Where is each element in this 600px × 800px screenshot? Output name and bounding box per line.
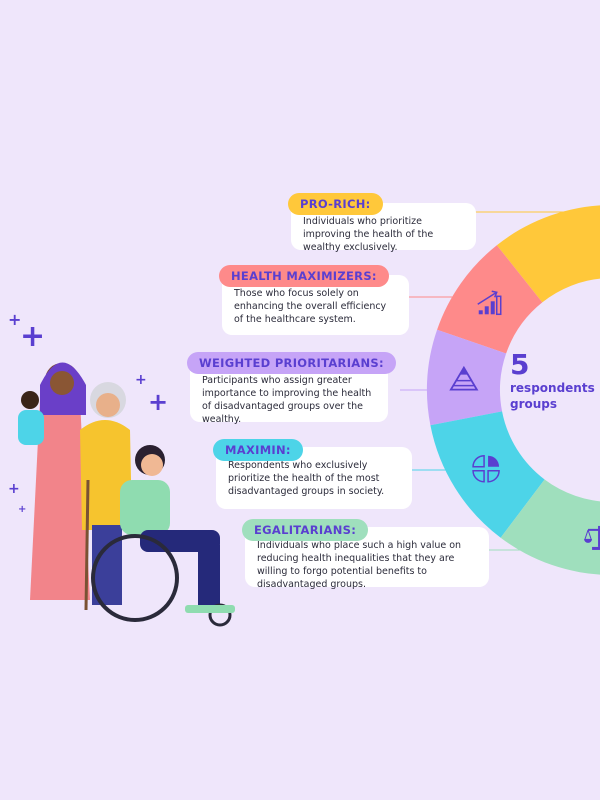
egalitarians-tag: EGALITARIANS: <box>242 519 369 541</box>
count-label-line1: respondents <box>510 381 595 395</box>
ring-segment-1 <box>437 245 543 354</box>
description: Those who focus solely on enhancing the … <box>234 288 387 325</box>
ring-segment-0 <box>496 205 600 303</box>
plus-decoration: + <box>8 310 22 329</box>
people-illustration <box>18 362 235 627</box>
description: Participants who assign greater importan… <box>202 375 372 425</box>
description: Individuals who prioritize improving the… <box>303 216 434 253</box>
count-label-line2: groups <box>510 397 558 411</box>
plus-decoration: + <box>148 388 169 416</box>
ring-segment-4 <box>500 479 600 575</box>
health-maximizers-tag: HEALTH MAXIMIZERS: <box>219 265 389 287</box>
description: Respondents who exclusively prioritize t… <box>228 460 385 497</box>
pro-rich-card: Individuals who prioritize improving the… <box>291 203 476 253</box>
scales-icon <box>584 525 600 550</box>
pro-rich-tag: PRO-RICH: <box>288 193 383 215</box>
plus-decoration: + <box>18 504 27 515</box>
plus-decoration: + <box>20 319 46 354</box>
maximin-tag: MAXIMIN: <box>213 439 303 461</box>
pie-chart-icon <box>472 454 500 483</box>
plus-decoration: + <box>135 372 147 388</box>
description: Individuals who place such a high value … <box>257 540 462 590</box>
pyramid-icon <box>449 365 479 391</box>
center-label: 5 respondents groups <box>510 350 595 412</box>
weighted-prioritarians-tag: WEIGHTED PRIORITARIANS: <box>187 352 396 374</box>
group-count: 5 <box>510 348 530 381</box>
plus-decoration: + <box>8 481 20 497</box>
ring-segment-2 <box>427 329 507 426</box>
growth-chart-icon <box>477 290 502 316</box>
